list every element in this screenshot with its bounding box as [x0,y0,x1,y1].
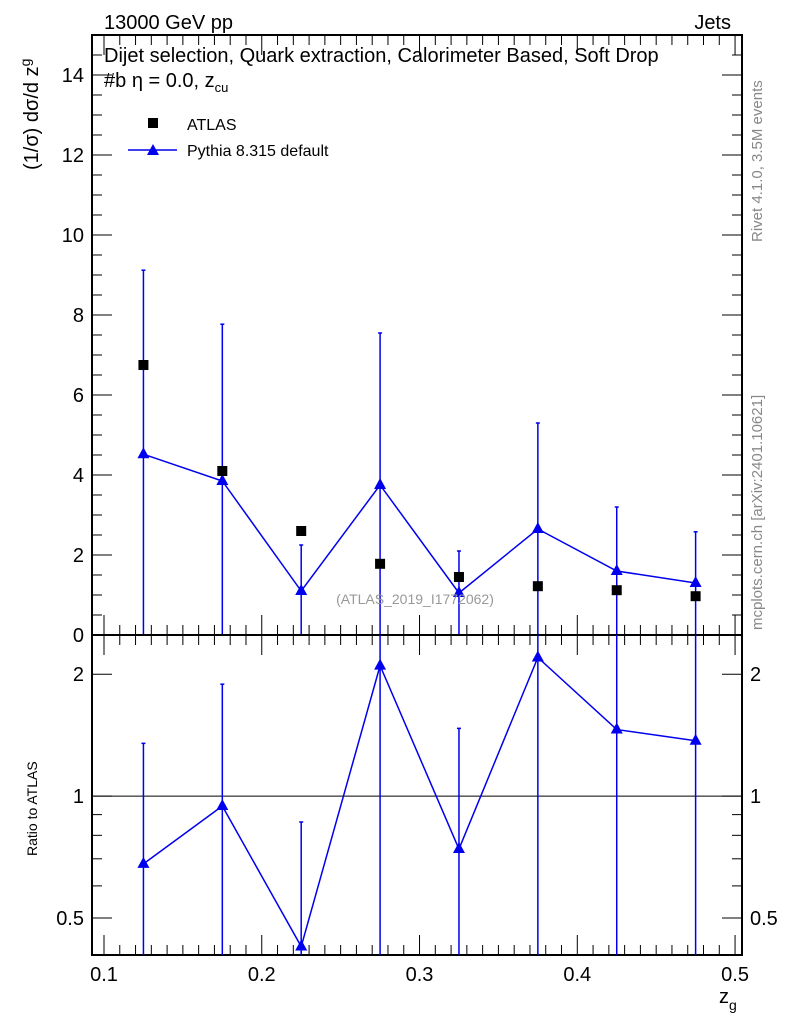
plot-title-tail: η = 0.0, z [131,70,215,92]
ratio-tick-label-right: 2 [750,664,761,686]
header-left: 13000 GeV pp [104,12,233,34]
y-tick-label: 12 [62,145,84,167]
pythia-ratio-point [295,939,308,951]
pythia-ratio-point [374,658,387,670]
y-tick-label: 8 [73,305,84,327]
pythia-point [531,522,544,533]
mcplots-label: mcplots.cern.ch [arXiv:2401.10621] [749,395,766,630]
pythia-point [610,564,623,575]
legend-marker-atlas [148,118,158,128]
atlas-point [296,526,307,536]
pythia-ratio-point [689,733,702,745]
watermark: (ATLAS_2019_I1772062) [336,591,494,607]
rivet-label: Rivet 4.1.0, 3.5M events [749,80,766,242]
x-tick-label: 0.5 [721,964,749,986]
x-tick-label: 0.4 [563,964,591,986]
ratio-tick-label: 0.5 [56,908,84,930]
pythia-ratio-point [216,799,229,811]
atlas-point [138,360,149,370]
ratio-frame [91,634,743,956]
atlas-point [690,591,701,602]
pythia-point [689,576,702,587]
x-axis-label: zg [719,986,737,1013]
x-tick-label: 0.2 [248,964,276,986]
atlas-point [375,558,386,569]
y-tick-label: 14 [62,65,84,87]
pythia-ratio-point [610,722,623,734]
ratio-data [137,635,702,955]
y-axis-label: (1/σ) dσ/d zg [17,59,43,170]
pythia-ratio-point [452,842,465,854]
pythia-ratio-line [142,656,696,949]
ratio-tick-label: 1 [73,786,84,808]
plot-title-sub: cu [214,80,229,95]
ratio-tick-label-right: 0.5 [750,908,778,930]
main-data [137,269,702,635]
y-tick-label: 10 [62,225,84,247]
pythia-ratio-point [137,856,150,868]
ratio-plot: 0.5 0.5 1 1 2 2 [56,634,778,956]
pythia-ratio-point [531,650,544,662]
y-tick-label: 4 [73,465,84,487]
ratio-tick-label-right: 1 [750,786,761,808]
atlas-point [453,572,464,582]
x-tick-label: 0.1 [90,964,118,986]
pythia-point [137,447,150,459]
pythia-point [452,586,465,597]
legend-label-atlas: ATLAS [187,117,237,134]
plot-title-main: Dijet selection, Quark extraction, Calor… [104,45,659,92]
header-right: Jets [694,12,731,34]
atlas-point [611,585,622,596]
ratio-tick-label: 2 [73,664,84,686]
atlas-point [532,581,543,592]
legend-label-pythia: Pythia 8.315 default [187,143,329,160]
pythia-line [143,453,696,595]
pythia-point [374,478,387,489]
pythia-point [295,584,308,595]
legend: ATLAS Pythia 8.315 default [128,117,329,160]
ratio-y-axis-label: Ratio to ATLAS [24,761,40,856]
y-tick-label: 2 [73,545,84,567]
pythia-point [216,474,229,485]
x-tick-label: 0.3 [406,964,434,986]
y-tick-label: 0 [73,625,84,647]
legend-marker-pythia [147,144,159,155]
atlas-point [217,466,228,476]
plot-title: Dijet selection, Quark extraction, Calor… [104,44,664,100]
y-tick-label: 6 [73,385,84,407]
